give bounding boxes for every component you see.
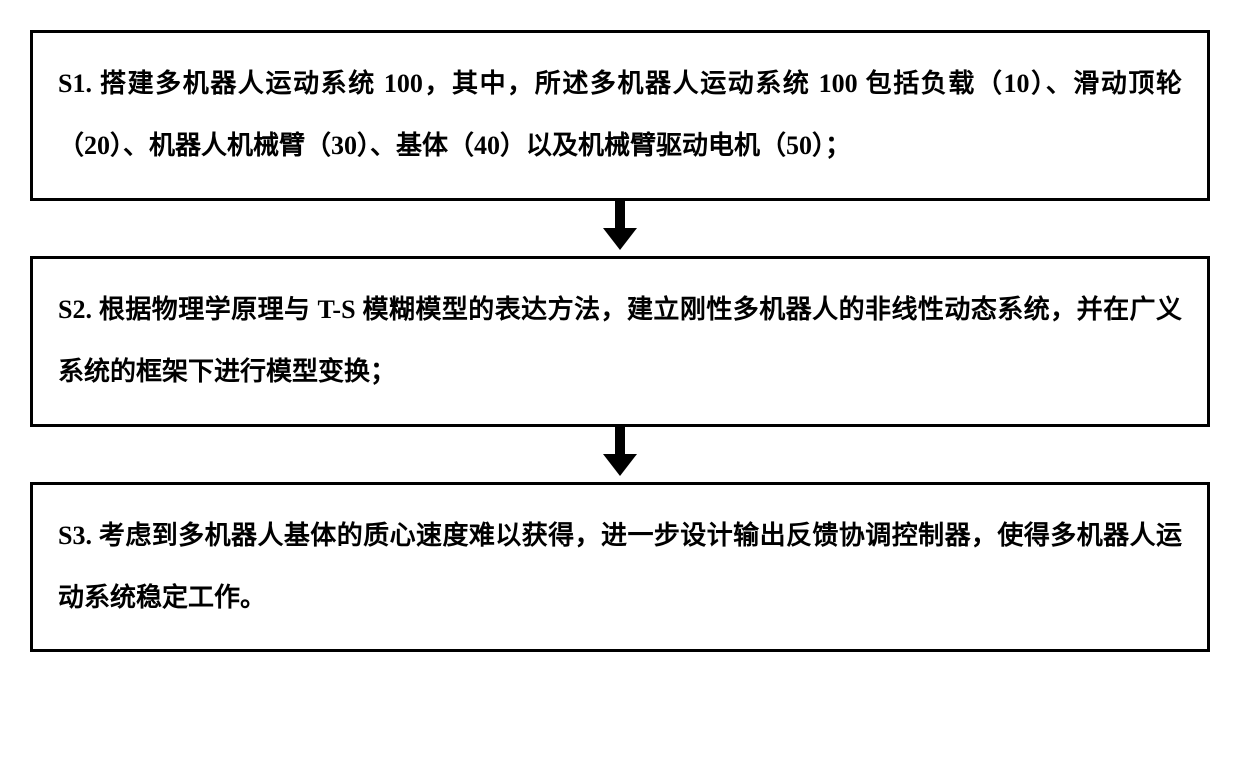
step-text-s3: S3. 考虑到多机器人基体的质心速度难以获得，进一步设计输出反馈协调控制器，使得…	[58, 521, 1182, 612]
step-box-s2: S2. 根据物理学原理与 T-S 模糊模型的表达方法，建立刚性多机器人的非线性动…	[30, 256, 1210, 427]
step-text-s1: S1. 搭建多机器人运动系统 100，其中，所述多机器人运动系统 100 包括负…	[58, 69, 1182, 160]
step-text-s2: S2. 根据物理学原理与 T-S 模糊模型的表达方法，建立刚性多机器人的非线性动…	[58, 295, 1182, 386]
step-box-s3: S3. 考虑到多机器人基体的质心速度难以获得，进一步设计输出反馈协调控制器，使得…	[30, 482, 1210, 653]
flowchart-container: S1. 搭建多机器人运动系统 100，其中，所述多机器人运动系统 100 包括负…	[30, 30, 1210, 652]
step-box-s1: S1. 搭建多机器人运动系统 100，其中，所述多机器人运动系统 100 包括负…	[30, 30, 1210, 201]
